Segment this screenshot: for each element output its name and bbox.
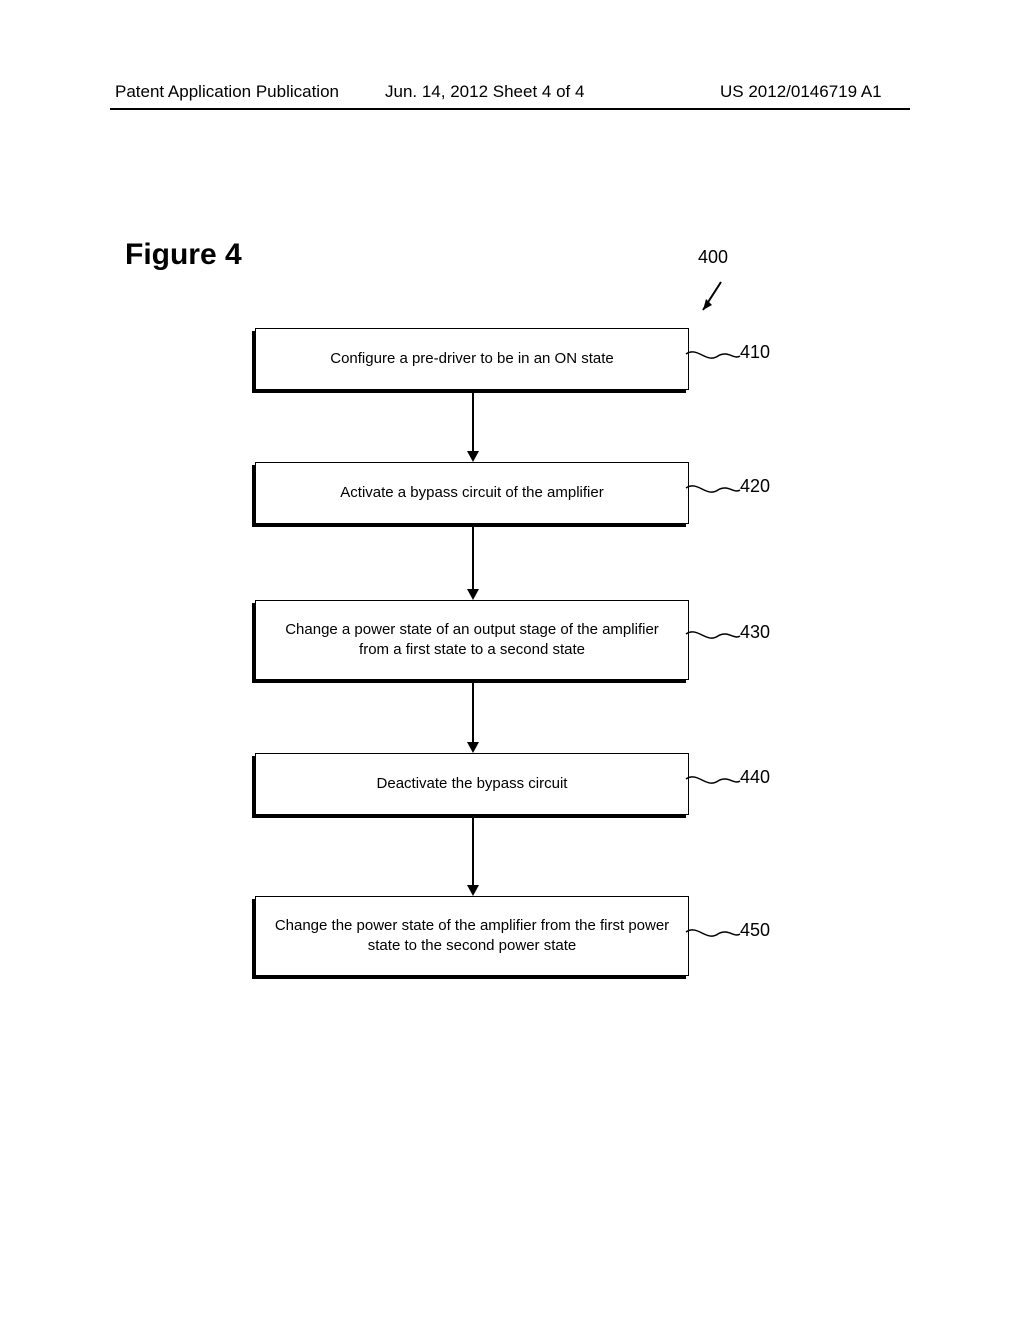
flow-box: Change a power state of an output stage … bbox=[255, 600, 689, 680]
flow-box-text: Deactivate the bypass circuit bbox=[377, 774, 568, 794]
flow-box: Deactivate the bypass circuit bbox=[255, 753, 689, 815]
flow-box-text: Change the power state of the amplifier … bbox=[272, 916, 672, 957]
header-left-text: Patent Application Publication bbox=[115, 82, 339, 102]
flow-box: Configure a pre-driver to be in an ON st… bbox=[255, 328, 689, 390]
flow-arrowhead-icon bbox=[467, 589, 479, 600]
flow-box-text: Change a power state of an output stage … bbox=[272, 620, 672, 661]
ref-connector-icon bbox=[684, 482, 742, 502]
flow-connector bbox=[472, 683, 474, 743]
ref-connector-icon bbox=[684, 773, 742, 793]
flow-connector bbox=[472, 818, 474, 886]
flow-connector bbox=[472, 393, 474, 452]
ref-label: 410 bbox=[740, 342, 770, 363]
ref-label: 440 bbox=[740, 767, 770, 788]
flow-arrowhead-icon bbox=[467, 451, 479, 462]
flow-box: Activate a bypass circuit of the amplifi… bbox=[255, 462, 689, 524]
ref-label: 430 bbox=[740, 622, 770, 643]
flow-box-text: Activate a bypass circuit of the amplifi… bbox=[340, 483, 603, 503]
flow-box: Change the power state of the amplifier … bbox=[255, 896, 689, 976]
ref-400-label: 400 bbox=[698, 247, 728, 268]
flow-arrowhead-icon bbox=[467, 885, 479, 896]
figure-label: Figure 4 bbox=[125, 238, 242, 272]
ref-connector-icon bbox=[684, 628, 742, 648]
flow-connector bbox=[472, 527, 474, 590]
ref-connector-icon bbox=[684, 348, 742, 368]
ref-label: 450 bbox=[740, 920, 770, 941]
flow-arrowhead-icon bbox=[467, 742, 479, 753]
header-center-text: Jun. 14, 2012 Sheet 4 of 4 bbox=[385, 82, 584, 102]
ref-connector-icon bbox=[684, 926, 742, 946]
ref-400-arrow-icon bbox=[695, 278, 727, 318]
flow-box-text: Configure a pre-driver to be in an ON st… bbox=[330, 349, 613, 369]
header-right-text: US 2012/0146719 A1 bbox=[720, 82, 882, 102]
header-rule bbox=[110, 108, 910, 110]
patent-page: Patent Application Publication Jun. 14, … bbox=[0, 0, 1024, 1320]
ref-label: 420 bbox=[740, 476, 770, 497]
